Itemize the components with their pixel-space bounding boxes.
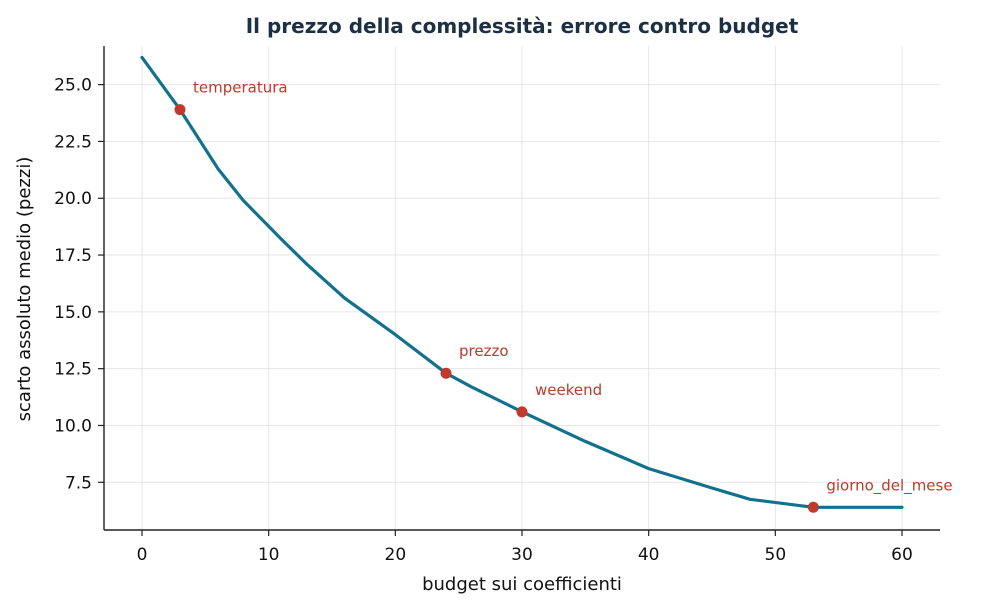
y-tick-label: 7.5: [65, 473, 92, 493]
annotation-point: [807, 501, 819, 513]
chart-title: Il prezzo della complessità: errore cont…: [246, 14, 799, 38]
plot-area: temperatura prezzo weekend giorno_del_mese: [140, 55, 953, 513]
x-tick-label: 50: [765, 545, 787, 565]
y-tick-label: 10.0: [54, 416, 92, 436]
x-tick-label: 20: [385, 545, 407, 565]
x-tick-label: 30: [511, 545, 533, 565]
x-tick-label: 10: [258, 545, 280, 565]
y-axis-label: scarto assoluto medio (pezzi): [14, 157, 35, 422]
y-tick-label: 20.0: [54, 189, 92, 209]
annotation-point: [440, 367, 452, 379]
x-tick-label: 40: [638, 545, 660, 565]
y-tick-label: 17.5: [54, 246, 92, 266]
annotation-label: temperatura: [193, 79, 288, 97]
x-tick-label: 0: [137, 545, 148, 565]
annotation-label: weekend: [535, 381, 602, 399]
y-tick-label: 12.5: [54, 360, 92, 380]
x-tick-label: 60: [891, 545, 913, 565]
axes: 0 10 20 30 40 50 60 7.5 10.0 12.5 15.0 17.5 20.0 22.5…: [54, 46, 940, 565]
annotation-label: giorno_del_mese: [826, 476, 952, 495]
annotation-point: [174, 104, 186, 116]
annotation-point: [516, 406, 528, 418]
y-tick-label: 25.0: [54, 76, 92, 96]
x-axis-label: budget sui coefficienti: [422, 574, 622, 595]
y-tick-label: 22.5: [54, 132, 92, 152]
grid: [104, 46, 940, 530]
y-tick-label: 15.0: [54, 303, 92, 323]
annotation-label: prezzo: [459, 342, 509, 360]
